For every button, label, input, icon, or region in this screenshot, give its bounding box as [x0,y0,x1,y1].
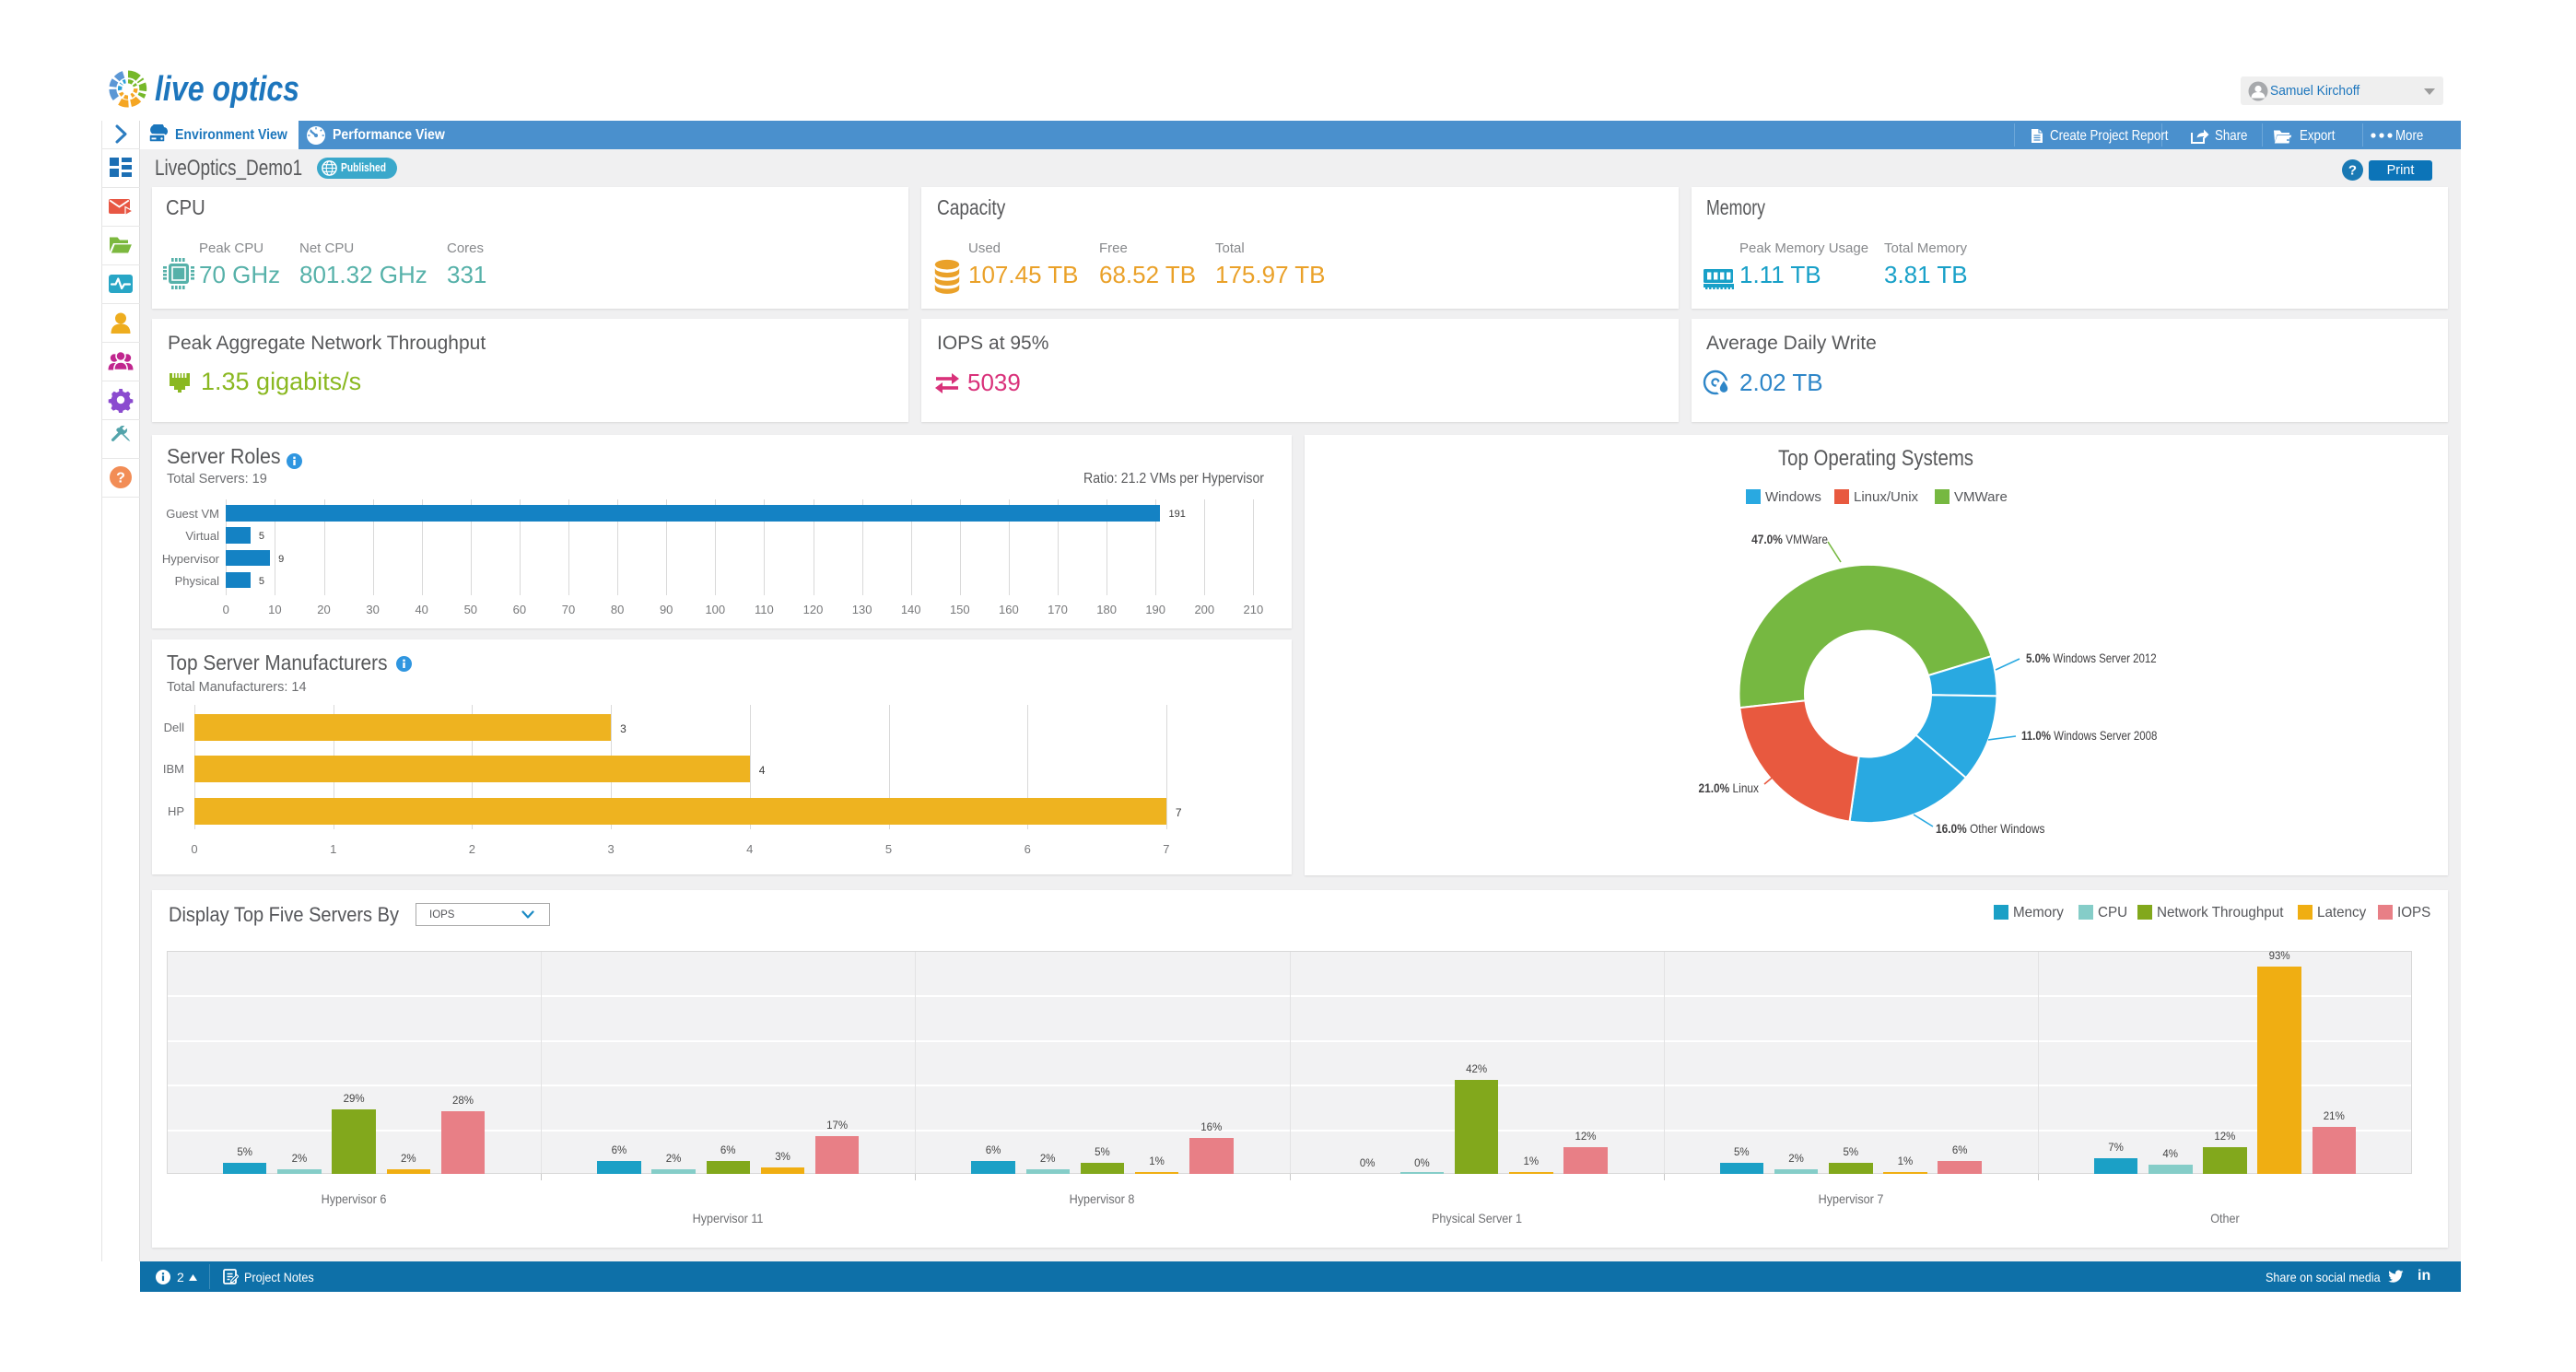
svg-text:?: ? [2348,163,2357,179]
svg-text:?: ? [116,471,125,487]
